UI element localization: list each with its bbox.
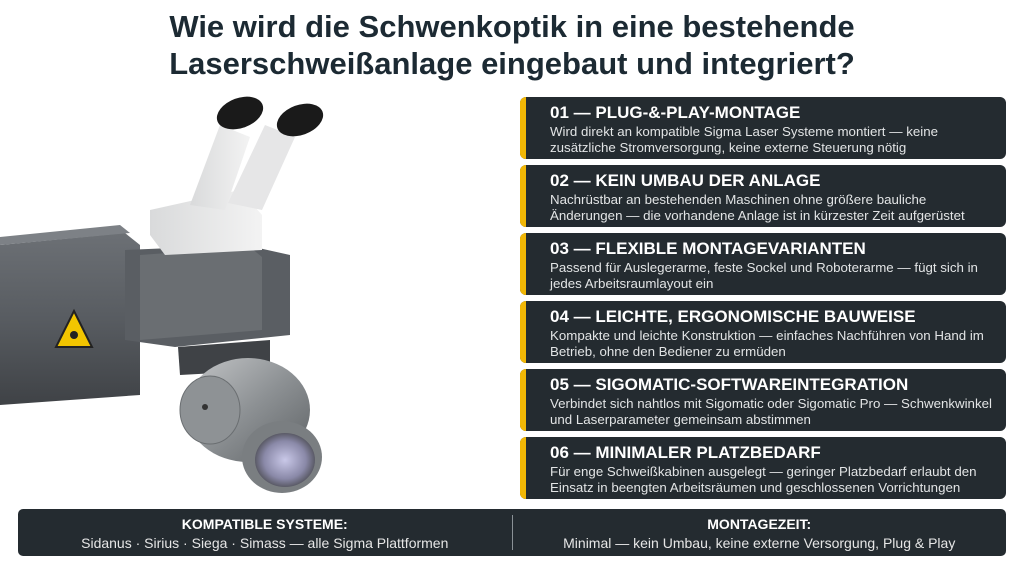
- footer-column: MONTAGEZEIT: Minimal — kein Umbau, keine…: [513, 509, 1007, 556]
- footer-column: KOMPATIBLE SYSTEME: Sidanus · Sirius · S…: [18, 509, 512, 556]
- footer-label: MONTAGEZEIT:: [707, 516, 812, 532]
- accent-stripe: [520, 369, 526, 431]
- accent-stripe: [520, 97, 526, 159]
- feature-card: 03 — FLEXIBLE MONTAGEVARIANTEN Passend fü…: [520, 233, 1006, 295]
- feature-body: Kompakte und leichte Konstruktion — einf…: [550, 328, 984, 359]
- accent-stripe: [520, 165, 526, 227]
- feature-card: 04 — LEICHTE, ERGONOMISCHE BAUWEISE Kompa…: [520, 301, 1006, 363]
- feature-list: 01 — PLUG-&-PLAY-MONTAGE Wird direkt an k…: [520, 97, 1006, 505]
- divider: [511, 515, 513, 550]
- feature-heading: 03 — FLEXIBLE MONTAGEVARIANTEN: [550, 239, 866, 258]
- feature-body: Verbindet sich nahtlos mit Sigomatic ode…: [550, 396, 992, 427]
- feature-heading: 01 — PLUG-&-PLAY-MONTAGE: [550, 103, 801, 122]
- accent-stripe: [520, 233, 526, 295]
- feature-card: 01 — PLUG-&-PLAY-MONTAGE Wird direkt an k…: [520, 97, 1006, 159]
- footer-bar: KOMPATIBLE SYSTEME: Sidanus · Sirius · S…: [18, 509, 1006, 556]
- feature-body: Nachrüstbar an bestehenden Maschinen ohn…: [550, 192, 965, 223]
- feature-heading: 02 — KEIN UMBAU DER ANLAGE: [550, 171, 821, 190]
- feature-card: 05 — SIGOMATIC-SOFTWAREINTEGRATION Verbin…: [520, 369, 1006, 431]
- feature-body: Wird direkt an kompatible Sigma Laser Sy…: [550, 124, 938, 155]
- footer-text: Sidanus · Sirius · Siega · Simass — alle…: [81, 535, 449, 551]
- feature-card: 06 — MINIMALER PLATZBEDARF Für enge Schwe…: [520, 437, 1006, 499]
- accent-stripe: [520, 301, 526, 363]
- accent-stripe: [520, 437, 526, 499]
- feature-body: Passend für Auslegerarme, feste Sockel u…: [550, 260, 978, 291]
- feature-heading: 06 — MINIMALER PLATZBEDARF: [550, 443, 821, 462]
- footer-text: Minimal — kein Umbau, keine externe Vers…: [563, 535, 956, 551]
- title-line: Wie wird die Schwenkoptik in eine besteh…: [169, 9, 855, 44]
- feature-heading: 05 — SIGOMATIC-SOFTWAREINTEGRATION: [550, 375, 909, 394]
- feature-body: Für enge Schweißkabinen ausgelegt — geri…: [550, 464, 977, 495]
- title-line: Laserschweißanlage eingebaut und integri…: [169, 46, 855, 81]
- feature-heading: 04 — LEICHTE, ERGONOMISCHE BAUWEISE: [550, 307, 916, 326]
- device-illustration: [0, 96, 324, 493]
- footer-label: KOMPATIBLE SYSTEME:: [181, 516, 348, 532]
- feature-card: 02 — KEIN UMBAU DER ANLAGE Nachrüstbar an…: [520, 165, 1006, 227]
- title: Wie wird die Schwenkoptik in eine besteh…: [0, 8, 1024, 82]
